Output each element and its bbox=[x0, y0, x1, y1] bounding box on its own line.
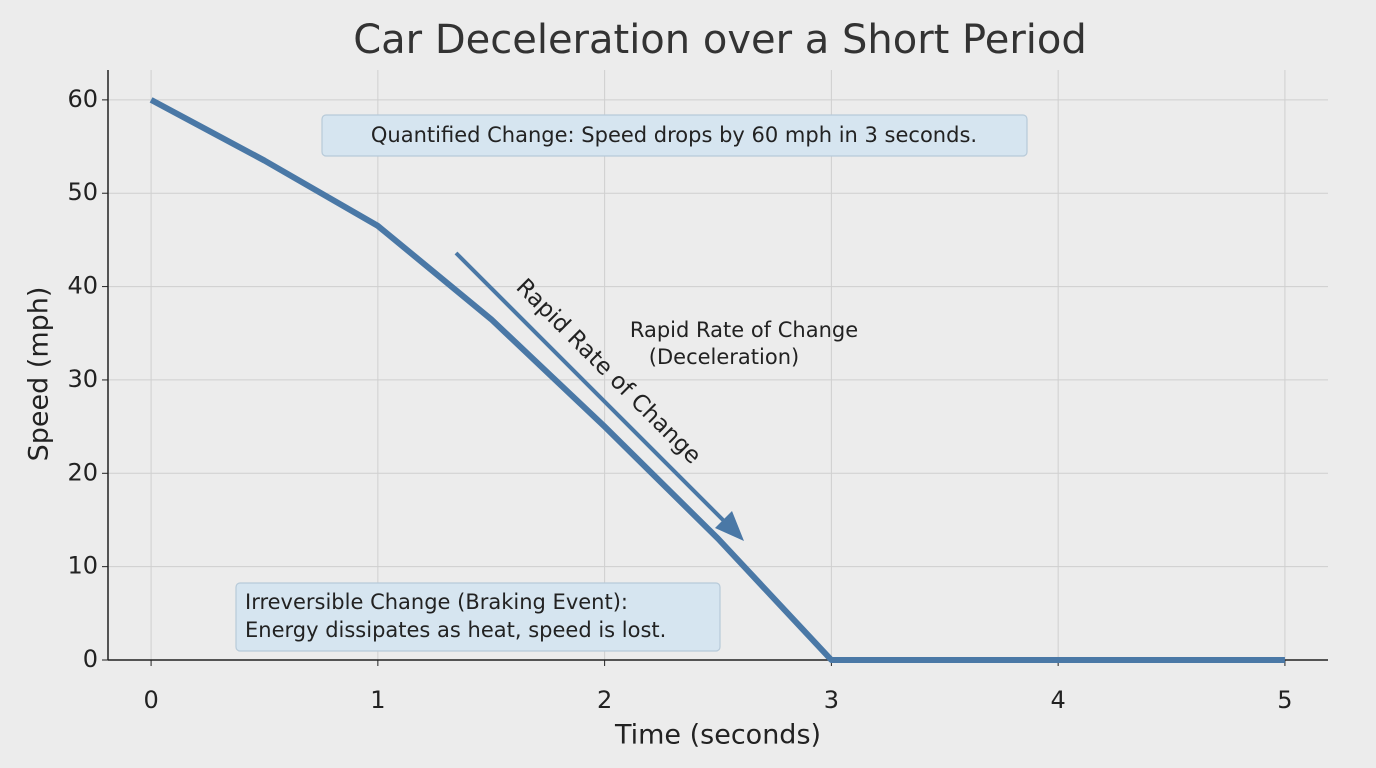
annotation: (Deceleration) bbox=[649, 345, 799, 369]
y-tick-label: 30 bbox=[67, 365, 98, 393]
y-tick-label: 10 bbox=[67, 552, 98, 580]
x-tick-label: 5 bbox=[1277, 686, 1292, 714]
x-tick-label: 2 bbox=[597, 686, 612, 714]
x-tick-label: 4 bbox=[1051, 686, 1066, 714]
annotation: Quantified Change: Speed drops by 60 mph… bbox=[371, 123, 977, 147]
x-tick-label: 3 bbox=[824, 686, 839, 714]
y-tick-label: 60 bbox=[67, 85, 98, 113]
plot bbox=[149, 97, 1285, 663]
arrow-head bbox=[715, 511, 744, 541]
x-axis-label: Time (seconds) bbox=[614, 720, 821, 751]
x-tick-label: 0 bbox=[143, 686, 158, 714]
grid bbox=[108, 70, 1328, 661]
annotation: Rapid Rate of Change bbox=[630, 318, 858, 342]
annotation: Energy dissipates as heat, speed is lost… bbox=[245, 618, 666, 642]
x-tick-label: 1 bbox=[370, 686, 385, 714]
speed-line bbox=[149, 97, 1285, 663]
chart-title: Car Deceleration over a Short Period bbox=[353, 17, 1087, 63]
arrow-shaft bbox=[454, 251, 727, 524]
y-tick-label: 50 bbox=[67, 178, 98, 206]
y-axis-label: Speed (mph) bbox=[24, 287, 55, 462]
annotation: Irreversible Change (Braking Event): bbox=[245, 590, 628, 614]
ticks: 0 10 20 30 40 50 60 0 1 2 3 4 5 bbox=[67, 85, 1292, 714]
annotation-box bbox=[235, 582, 721, 652]
y-tick-label: 0 bbox=[83, 645, 98, 673]
y-tick-label: 20 bbox=[67, 458, 98, 486]
annotation-box bbox=[321, 114, 1028, 157]
y-tick-label: 40 bbox=[67, 272, 98, 300]
